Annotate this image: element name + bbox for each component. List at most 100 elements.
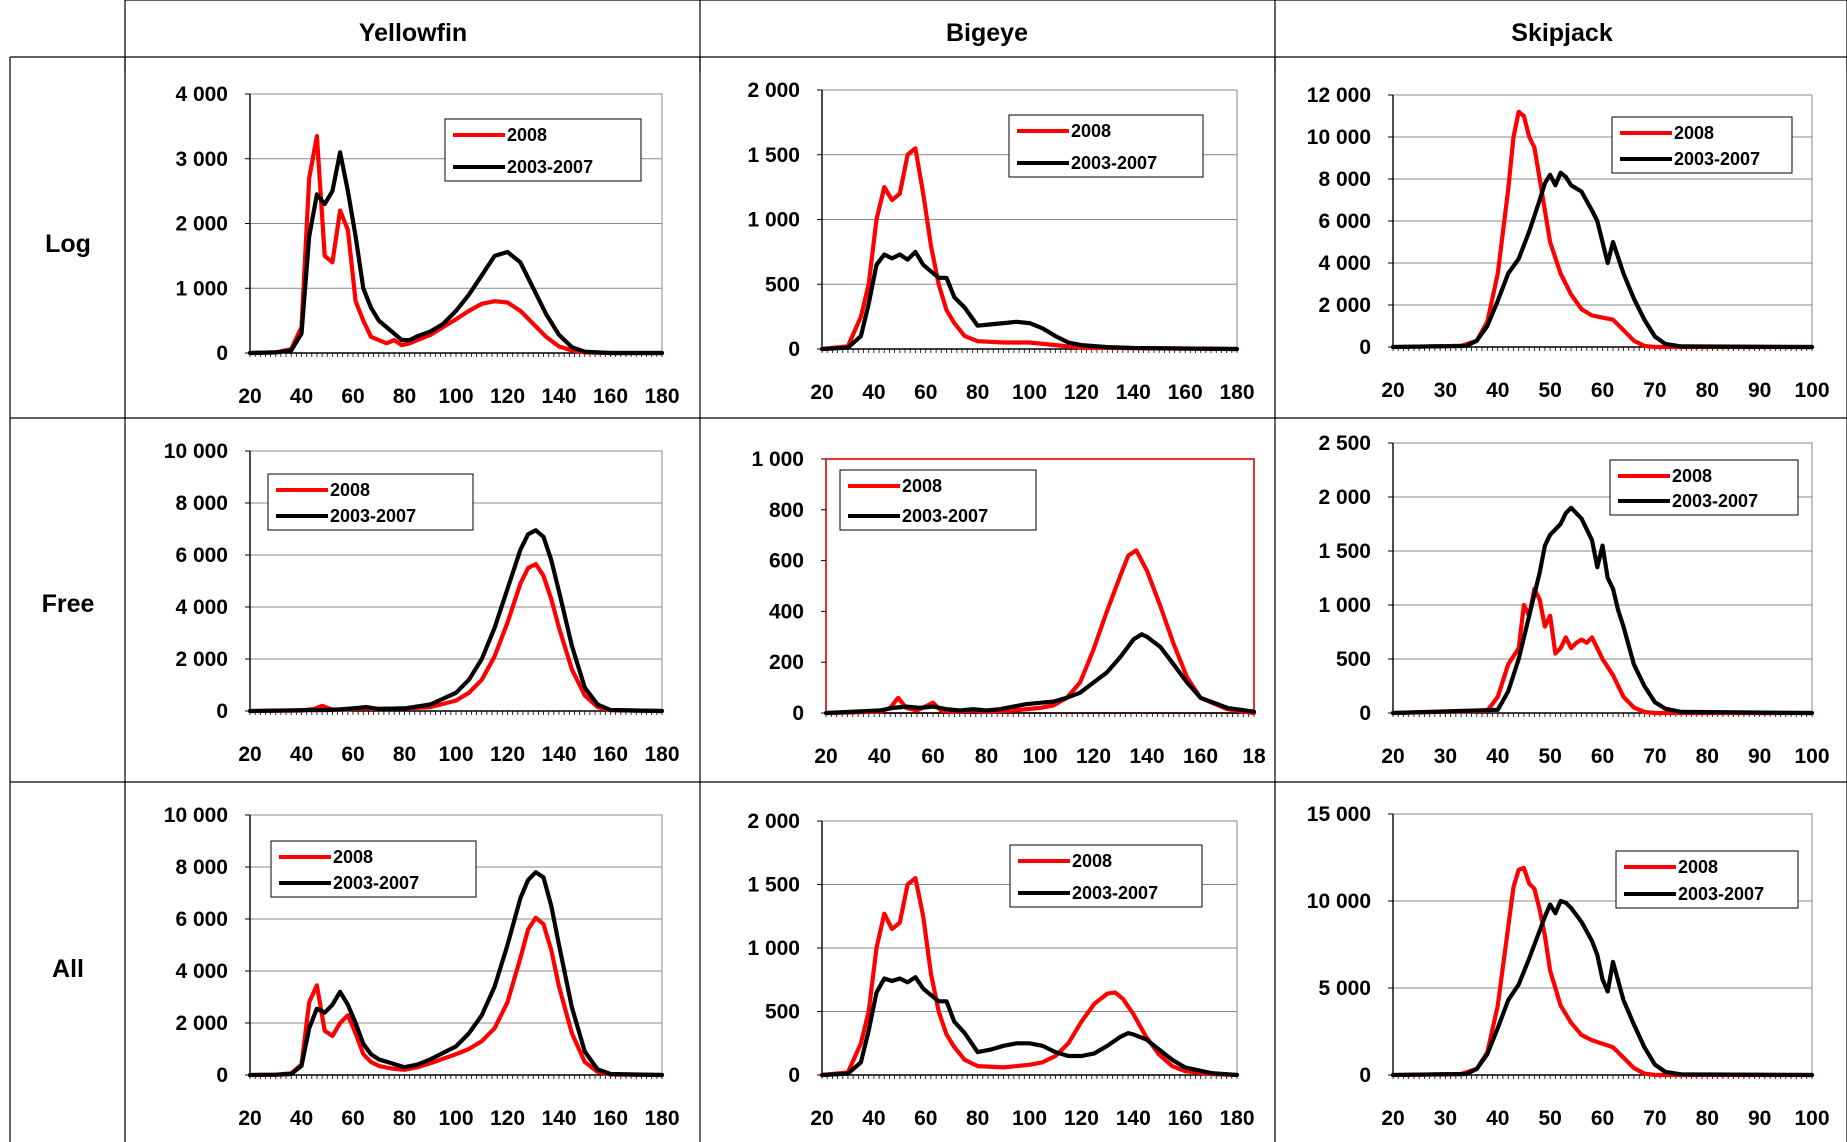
x-tick-label: 140 (541, 1107, 576, 1130)
y-tick-label: 2 000 (175, 1012, 228, 1035)
series-line-2003-2007 (819, 249, 1240, 352)
x-tick-label: 120 (1064, 1107, 1099, 1130)
chart-panel: 0 500 1 000 1 500 2 000 20 40 60 80 100 120 140 160 1… (747, 79, 1254, 404)
legend-box (1009, 844, 1203, 908)
x-tick-label: 160 (1183, 745, 1218, 768)
x-tick-label: 100 (1794, 379, 1829, 402)
y-tick-label: 15 000 (1307, 803, 1371, 826)
chart-panel: 0 500 1 000 1 500 2 000 20 40 60 80 100 120 140 160 1… (747, 810, 1254, 1130)
row-label-free: Free (42, 590, 95, 618)
legend: 2008 2003-2007 (1615, 850, 1799, 909)
legend-label: 2008 (1072, 851, 1112, 871)
legend: 2008 2003-2007 (839, 469, 1037, 531)
y-tick-label: 8 000 (1318, 168, 1371, 191)
x-tick-label: 80 (1696, 745, 1719, 768)
x-tick-label: 90 (1748, 379, 1771, 402)
series-line-2008 (823, 548, 1257, 716)
x-tick-label: 180 (644, 1107, 679, 1130)
x-tick-label: 160 (593, 385, 628, 408)
y-tick-label: 8 000 (175, 856, 228, 879)
series-line-2003-2007 (1390, 170, 1815, 350)
chart-panel: 0 2 000 4 000 6 000 8 000 10 000 12 000 20 30 40 5… (1307, 84, 1830, 402)
x-tick-label: 60 (1591, 745, 1614, 768)
x-tick-label: 120 (490, 1107, 525, 1130)
legend-box (1615, 850, 1799, 909)
y-tick-label: 0 (216, 700, 228, 723)
y-tick-label: 600 (769, 550, 804, 573)
row-label-log: Log (45, 230, 91, 258)
x-tick-label: 140 (541, 743, 576, 766)
x-tick-label: 20 (238, 385, 261, 408)
x-tick-label: 80 (966, 1107, 989, 1130)
x-tick-label: 20 (238, 1107, 261, 1130)
series-line-2008 (1390, 109, 1815, 350)
x-tick-label: 60 (1591, 379, 1614, 402)
y-tick-label: 4 000 (175, 596, 228, 619)
legend-label: 2003-2007 (1072, 883, 1158, 903)
legend-label: 2008 (902, 476, 942, 496)
x-tick-label: 140 (1129, 745, 1164, 768)
x-tick-label: 140 (1116, 1107, 1151, 1130)
x-tick-label: 20 (810, 381, 833, 404)
series-line-2008 (247, 915, 665, 1078)
x-tick-label: 120 (1064, 381, 1099, 404)
y-tick-label: 10 000 (164, 440, 228, 463)
x-tick-label: 100 (438, 1107, 473, 1130)
y-tick-label: 800 (769, 499, 804, 522)
y-tick-label: 1 000 (751, 448, 804, 471)
x-tick-label: 120 (1076, 745, 1111, 768)
x-tick-label: 120 (490, 385, 525, 408)
x-tick-label: 40 (868, 745, 891, 768)
chart-panel: 0 5 000 10 000 15 000 20 30 40 50 60 70 80 90 100 200… (1307, 803, 1830, 1130)
x-tick-label: 60 (341, 1107, 364, 1130)
legend-label: 2003-2007 (507, 157, 593, 177)
x-tick-label: 100 (438, 385, 473, 408)
x-tick-label: 180 (1219, 1107, 1254, 1130)
y-tick-label: 0 (792, 702, 804, 725)
x-tick-label: 90 (1748, 745, 1771, 768)
x-tick-label: 180 (644, 743, 679, 766)
legend-box (1609, 459, 1799, 516)
x-tick-label: 40 (862, 1107, 885, 1130)
x-tick-label: 180 (644, 385, 679, 408)
x-tick-label: 30 (1434, 745, 1457, 768)
y-tick-label: 2 000 (175, 213, 228, 236)
legend-label: 2003-2007 (902, 506, 988, 526)
series-line-2003-2007 (247, 870, 665, 1078)
x-tick-label: 60 (914, 1107, 937, 1130)
legend-label: 2003-2007 (333, 873, 419, 893)
x-tick-label: 70 (1643, 745, 1666, 768)
y-tick-label: 0 (1359, 336, 1371, 359)
legend: 2008 2003-2007 (270, 840, 477, 898)
series-line-2008 (819, 875, 1240, 1078)
x-tick-label: 140 (1116, 381, 1151, 404)
x-tick-label: 40 (290, 385, 313, 408)
series-line-2008 (1390, 865, 1815, 1078)
y-tick-label: 6 000 (175, 908, 228, 931)
x-tick-label: 160 (593, 1107, 628, 1130)
legend-label: 2003-2007 (330, 506, 416, 526)
y-tick-label: 1 500 (747, 874, 800, 897)
x-tick-label: 20 (814, 745, 837, 768)
legend-label: 2003-2007 (1672, 491, 1758, 511)
x-tick-label: 30 (1434, 1107, 1457, 1130)
x-tick-label: 160 (1168, 381, 1203, 404)
legend: 2008 2003-2007 (1611, 116, 1793, 174)
x-tick-label: 18 (1242, 745, 1266, 768)
legend-box (839, 469, 1037, 531)
legend-label: 2008 (333, 847, 373, 867)
legend-label: 2008 (1674, 123, 1714, 143)
y-tick-label: 2 500 (1318, 432, 1371, 455)
x-tick-label: 20 (1381, 379, 1404, 402)
x-tick-label: 100 (438, 743, 473, 766)
series-line-2003-2007 (1390, 898, 1815, 1078)
series-line-2008 (819, 146, 1240, 352)
row-label-all: All (52, 955, 84, 983)
series-line-2003-2007 (247, 150, 665, 356)
series-line-2003-2007 (819, 975, 1240, 1078)
x-tick-label: 60 (914, 381, 937, 404)
header-skipjack: Skipjack (1511, 19, 1613, 47)
series-line-2003-2007 (823, 632, 1257, 716)
y-tick-label: 2 000 (1318, 294, 1371, 317)
series-line-2008 (247, 561, 665, 714)
